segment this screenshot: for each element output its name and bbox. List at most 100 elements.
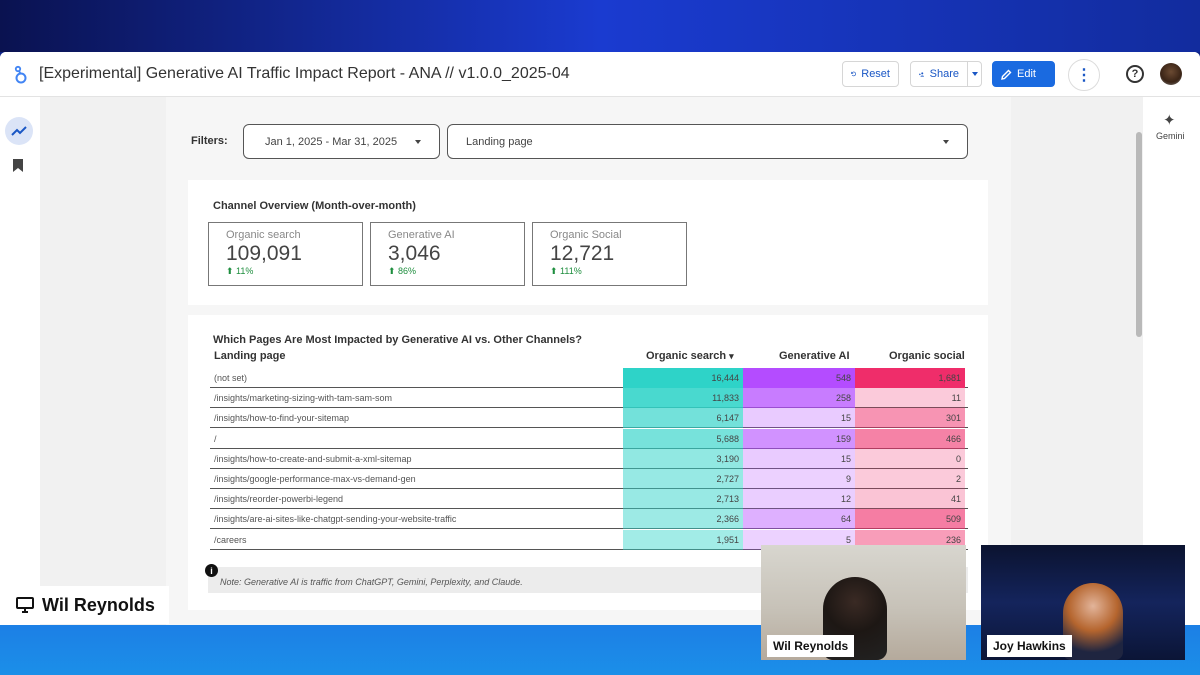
organic-search-cell: 5,688 [623, 428, 743, 449]
organic-social-cell: 301 [855, 408, 965, 429]
column-header-organic-social[interactable]: Organic social [889, 350, 965, 362]
kpi-value: 109,091 [226, 242, 302, 265]
share-button[interactable]: Share [910, 61, 968, 87]
organic-social-cell: 2 [855, 469, 965, 489]
table-row[interactable]: /insights/google-performance-max-vs-dema… [210, 469, 968, 489]
chevron-down-icon [415, 140, 421, 144]
participant-tile: Joy Hawkins [981, 545, 1185, 660]
kpi-label: Organic Social [550, 229, 622, 241]
organic-search-cell: 11,833 [623, 388, 743, 409]
generative-ai-cell: 5 [743, 529, 855, 550]
gemini-label: Gemini [1156, 131, 1185, 141]
table-row[interactable]: (not set) 16,444 548 1,681 [210, 368, 968, 388]
landing-page-filter[interactable]: Landing page [447, 124, 968, 159]
sort-desc-icon: ▾ [729, 351, 734, 361]
kpi-change: ⬆ 11% [226, 266, 253, 277]
arrow-up-icon: ⬆ [550, 266, 561, 276]
organic-social-cell: 11 [855, 388, 965, 409]
reset-label: Reset [861, 68, 890, 80]
help-icon[interactable]: ? [1126, 65, 1144, 83]
participant-tile: Wil Reynolds [761, 545, 966, 660]
right-rail: ✦ Gemini [1143, 97, 1200, 625]
participant-name: Wil Reynolds [767, 635, 855, 657]
report-header: [Experimental] Generative AI Traffic Imp… [0, 52, 1200, 97]
pages-table-title: Which Pages Are Most Impacted by Generat… [213, 334, 583, 346]
participant-name: Joy Hawkins [987, 635, 1072, 657]
desktop-background [0, 0, 1200, 52]
participant-video [1063, 583, 1123, 660]
more-vert-icon: ⋮ [1076, 67, 1092, 84]
arrow-up-icon: ⬆ [388, 266, 399, 276]
landing-page-cell: /insights/are-ai-sites-like-chatgpt-send… [214, 514, 457, 525]
organic-search-cell: 2,366 [623, 509, 743, 530]
generative-ai-cell: 64 [743, 509, 855, 530]
kpi-label: Organic search [226, 229, 301, 241]
date-range-filter[interactable]: Jan 1, 2025 - Mar 31, 2025 [243, 124, 440, 159]
reset-icon [851, 71, 856, 77]
chevron-down-icon [943, 140, 949, 144]
kpi-change: ⬆ 86% [388, 266, 416, 277]
avatar[interactable] [1160, 63, 1182, 85]
table-row[interactable]: /insights/how-to-find-your-sitemap 6,147 1… [210, 408, 968, 429]
landing-page-cell: /careers [214, 534, 247, 545]
organic-social-cell: 466 [855, 428, 965, 449]
organic-search-cell: 6,147 [623, 408, 743, 429]
landing-page-filter-value: Landing page [466, 135, 533, 148]
canvas-scrollbar[interactable] [1136, 132, 1142, 337]
table-row[interactable]: /insights/how-to-create-and-submit-a-xml… [210, 448, 968, 469]
share-label: Share [929, 68, 959, 80]
organic-search-cell: 1,951 [623, 529, 743, 550]
generative-ai-cell: 15 [743, 448, 855, 469]
landing-page-cell: /insights/reorder-powerbi-legend [214, 494, 344, 505]
organic-search-cell: 3,190 [623, 448, 743, 469]
info-icon[interactable]: i [205, 564, 218, 577]
edit-label: Edit [1017, 68, 1036, 80]
landing-page-cell: (not set) [214, 373, 248, 383]
landing-page-cell: /insights/google-performance-max-vs-dema… [214, 474, 416, 484]
left-rail [0, 97, 40, 625]
generative-ai-cell: 15 [743, 408, 855, 429]
table-row[interactable]: / 5,688 159 466 [210, 428, 968, 449]
more-options-button[interactable]: ⋮ [1068, 59, 1100, 91]
monitor-icon [16, 597, 34, 613]
landing-page-cell: /insights/marketing-sizing-with-tam-sam-… [214, 393, 393, 404]
arrow-up-icon: ⬆ [226, 266, 237, 276]
kpi-change-value: 11% [236, 266, 254, 276]
kpi-value: 3,046 [388, 242, 441, 265]
column-header-generative-ai[interactable]: Generative AI [779, 350, 850, 362]
trending-up-icon [11, 126, 27, 136]
organic-social-cell: 1,681 [855, 368, 965, 388]
reset-button[interactable]: Reset [842, 61, 899, 87]
pencil-icon [1001, 69, 1012, 80]
kpi-change-value: 86% [398, 266, 417, 276]
table-row[interactable]: /careers 1,951 5 236 [210, 529, 968, 550]
looker-studio-logo-icon [14, 65, 27, 84]
table-row[interactable]: /insights/reorder-powerbi-legend 2,713 12 4… [210, 489, 968, 510]
kpi-generative-ai: Generative AI 3,046 ⬆ 86% [370, 222, 525, 286]
share-dropdown-button[interactable] [967, 61, 982, 87]
chevron-down-icon [971, 72, 978, 76]
kpi-value: 12,721 [550, 242, 615, 265]
organic-social-cell: 41 [855, 489, 965, 510]
kpi-change: ⬆ 111% [550, 266, 582, 277]
kpi-label: Generative AI [388, 229, 455, 241]
presenter-name: Wil Reynolds [42, 594, 155, 615]
gemini-sparkle-icon[interactable]: ✦ [1163, 112, 1176, 129]
kpi-organic-search: Organic search 109,091 ⬆ 11% [208, 222, 363, 286]
organic-search-cell: 2,727 [623, 469, 743, 489]
column-header-organic-search[interactable]: Organic search ▾ [646, 350, 734, 362]
landing-page-cell: /insights/how-to-create-and-submit-a-xml… [214, 453, 412, 464]
column-header-landing-page[interactable]: Landing page [214, 350, 286, 362]
organic-search-cell: 2,713 [623, 489, 743, 510]
landing-page-cell: / [214, 433, 217, 444]
add-person-icon [919, 71, 924, 77]
channel-overview-card: Channel Overview (Month-over-month) Orga… [188, 180, 988, 305]
table-row[interactable]: /insights/are-ai-sites-like-chatgpt-send… [210, 509, 968, 530]
bookmark-icon[interactable] [13, 159, 23, 172]
column-header-organic-search-label: Organic search [646, 350, 727, 362]
rail-item-pages[interactable] [5, 117, 33, 145]
generative-ai-cell: 159 [743, 428, 855, 449]
edit-button[interactable]: Edit [992, 61, 1055, 87]
generative-ai-cell: 548 [743, 368, 855, 388]
table-row[interactable]: /insights/marketing-sizing-with-tam-sam-… [210, 388, 968, 409]
